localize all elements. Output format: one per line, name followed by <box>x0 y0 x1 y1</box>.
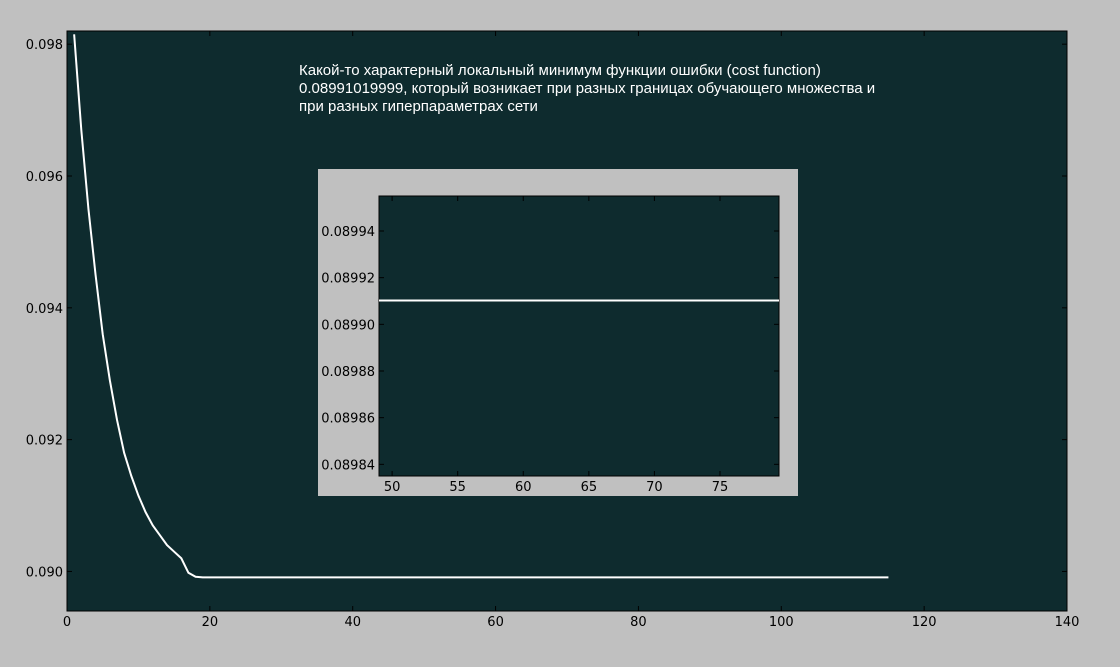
main-x-tick-label: 40 <box>344 615 361 630</box>
main-x-tick-labels: 0 20 40 60 80 100 120 140 <box>63 615 1080 630</box>
main-y-tick-label: 0.090 <box>26 565 63 580</box>
main-y-tick-label: 0.098 <box>26 38 63 53</box>
inset-y-tick-label: 0.08990 <box>321 318 375 333</box>
main-x-tick-label: 0 <box>63 615 71 630</box>
inset-x-tick-label: 75 <box>712 480 729 495</box>
main-x-tick-label: 80 <box>630 615 647 630</box>
annotation-text: Какой-то характерный локальный минимум ф… <box>299 62 939 116</box>
inset-x-tick-label: 50 <box>384 480 401 495</box>
main-ticks <box>66 31 1068 611</box>
inset-x-tick-label: 55 <box>449 480 466 495</box>
inset-x-tick-label: 65 <box>581 480 598 495</box>
annotation-line-3: при разных гиперпараметрах сети <box>299 98 538 115</box>
inset-y-tick-labels: 0.08984 0.08986 0.08988 0.08990 0.08992 0.089… <box>321 225 375 473</box>
annotation-line-1: Какой-то характерный локальный минимум ф… <box>299 62 821 79</box>
main-series-line <box>73 34 889 579</box>
main-y-tick-labels: 0.090 0.092 0.094 0.096 0.098 <box>26 38 63 580</box>
main-y-tick-label: 0.092 <box>26 434 63 449</box>
main-y-tick-label: 0.094 <box>26 302 63 317</box>
inset-ticks <box>379 196 779 476</box>
inset-x-tick-label: 60 <box>515 480 532 495</box>
inset-y-tick-label: 0.08992 <box>321 272 375 287</box>
inset-y-tick-label: 0.08988 <box>321 365 375 380</box>
inset-chart: 50 55 60 65 70 75 0.08984 0.08986 0.08988 0.0899… <box>318 169 798 496</box>
inset-x-tick-label: 70 <box>646 480 663 495</box>
inset-y-tick-label: 0.08994 <box>321 225 375 240</box>
inset-plot-area <box>378 195 780 477</box>
main-x-tick-label: 60 <box>487 615 504 630</box>
inset-y-tick-label: 0.08984 <box>321 458 375 473</box>
inset-y-tick-label: 0.08986 <box>321 412 375 427</box>
annotation-line-2: 0.08991019999, который возникает при раз… <box>299 80 876 97</box>
main-x-tick-label: 100 <box>769 615 794 630</box>
main-x-tick-label: 20 <box>202 615 219 630</box>
main-y-tick-label: 0.096 <box>26 170 63 185</box>
inset-x-tick-labels: 50 55 60 65 70 75 <box>384 480 728 495</box>
main-x-tick-label: 120 <box>912 615 937 630</box>
main-x-tick-label: 140 <box>1055 615 1080 630</box>
